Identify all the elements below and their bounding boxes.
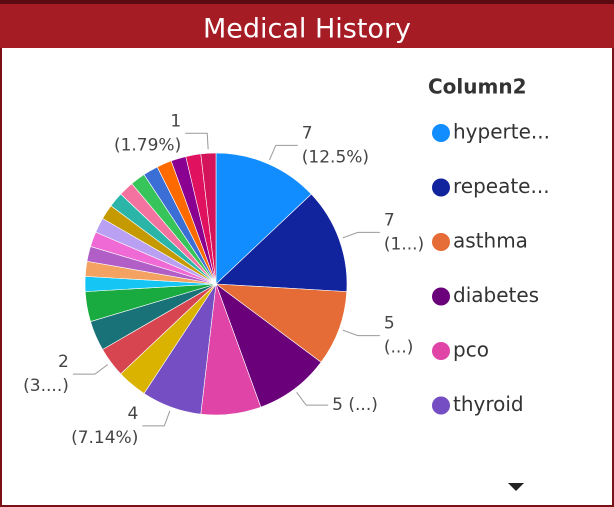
data-label: 5 [384, 314, 395, 334]
legend-marker [432, 342, 450, 360]
legend-label: hyperte... [453, 120, 550, 144]
data-label: (3....) [23, 376, 69, 396]
chart-title: Medical History [203, 14, 411, 45]
legend-marker [432, 396, 450, 415]
data-label: 5 (...) [332, 395, 378, 415]
data-label: 2 [58, 352, 69, 372]
leader-line [185, 132, 209, 150]
legend-title: Column2 [428, 75, 527, 99]
pie-slice [215, 152, 312, 285]
legend-label: thyroid [453, 392, 524, 416]
data-label: 7 [384, 210, 395, 230]
legend-label: repeate... [453, 174, 550, 198]
legend-scroll[interactable] [508, 483, 524, 491]
leader-line [342, 231, 380, 239]
leader-line [342, 329, 380, 337]
legend-label: asthma [453, 229, 528, 253]
title-bar-edge [0, 0, 614, 4]
data-label: 7 [302, 123, 313, 143]
leader-line [296, 391, 329, 406]
legend-marker [432, 124, 450, 142]
leader-line [72, 364, 109, 375]
legend-label: diabetes [453, 283, 539, 307]
data-label: 4 [128, 404, 139, 424]
pie-slice [215, 193, 348, 292]
data-label: (12.5%) [302, 147, 369, 167]
legend-label: pco [453, 338, 489, 362]
data-label: (1.79%) [114, 135, 181, 155]
data-label: (1...) [384, 234, 424, 254]
title-bar [0, 0, 614, 48]
leader-line [142, 410, 171, 427]
pie-slice [200, 152, 217, 285]
data-label: (7.14%) [71, 428, 138, 448]
data-label: 1 [170, 111, 181, 131]
legend-marker [432, 233, 450, 251]
data-label: (...) [384, 338, 413, 358]
leader-line [269, 144, 298, 161]
legend-marker [432, 287, 450, 306]
legend-marker [432, 178, 450, 197]
